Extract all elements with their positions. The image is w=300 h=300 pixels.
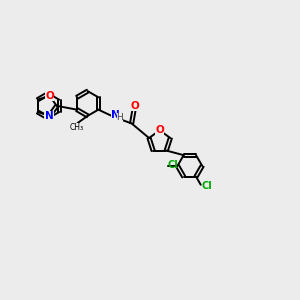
Text: O: O bbox=[155, 125, 164, 135]
Text: O: O bbox=[130, 101, 139, 111]
Text: N: N bbox=[45, 111, 54, 121]
Text: H: H bbox=[117, 113, 123, 122]
Text: Cl: Cl bbox=[168, 160, 179, 170]
Text: N: N bbox=[44, 113, 53, 123]
Text: N: N bbox=[111, 110, 119, 120]
Text: CH₃: CH₃ bbox=[70, 123, 84, 132]
Text: Cl: Cl bbox=[202, 181, 213, 190]
Text: O: O bbox=[45, 91, 54, 101]
